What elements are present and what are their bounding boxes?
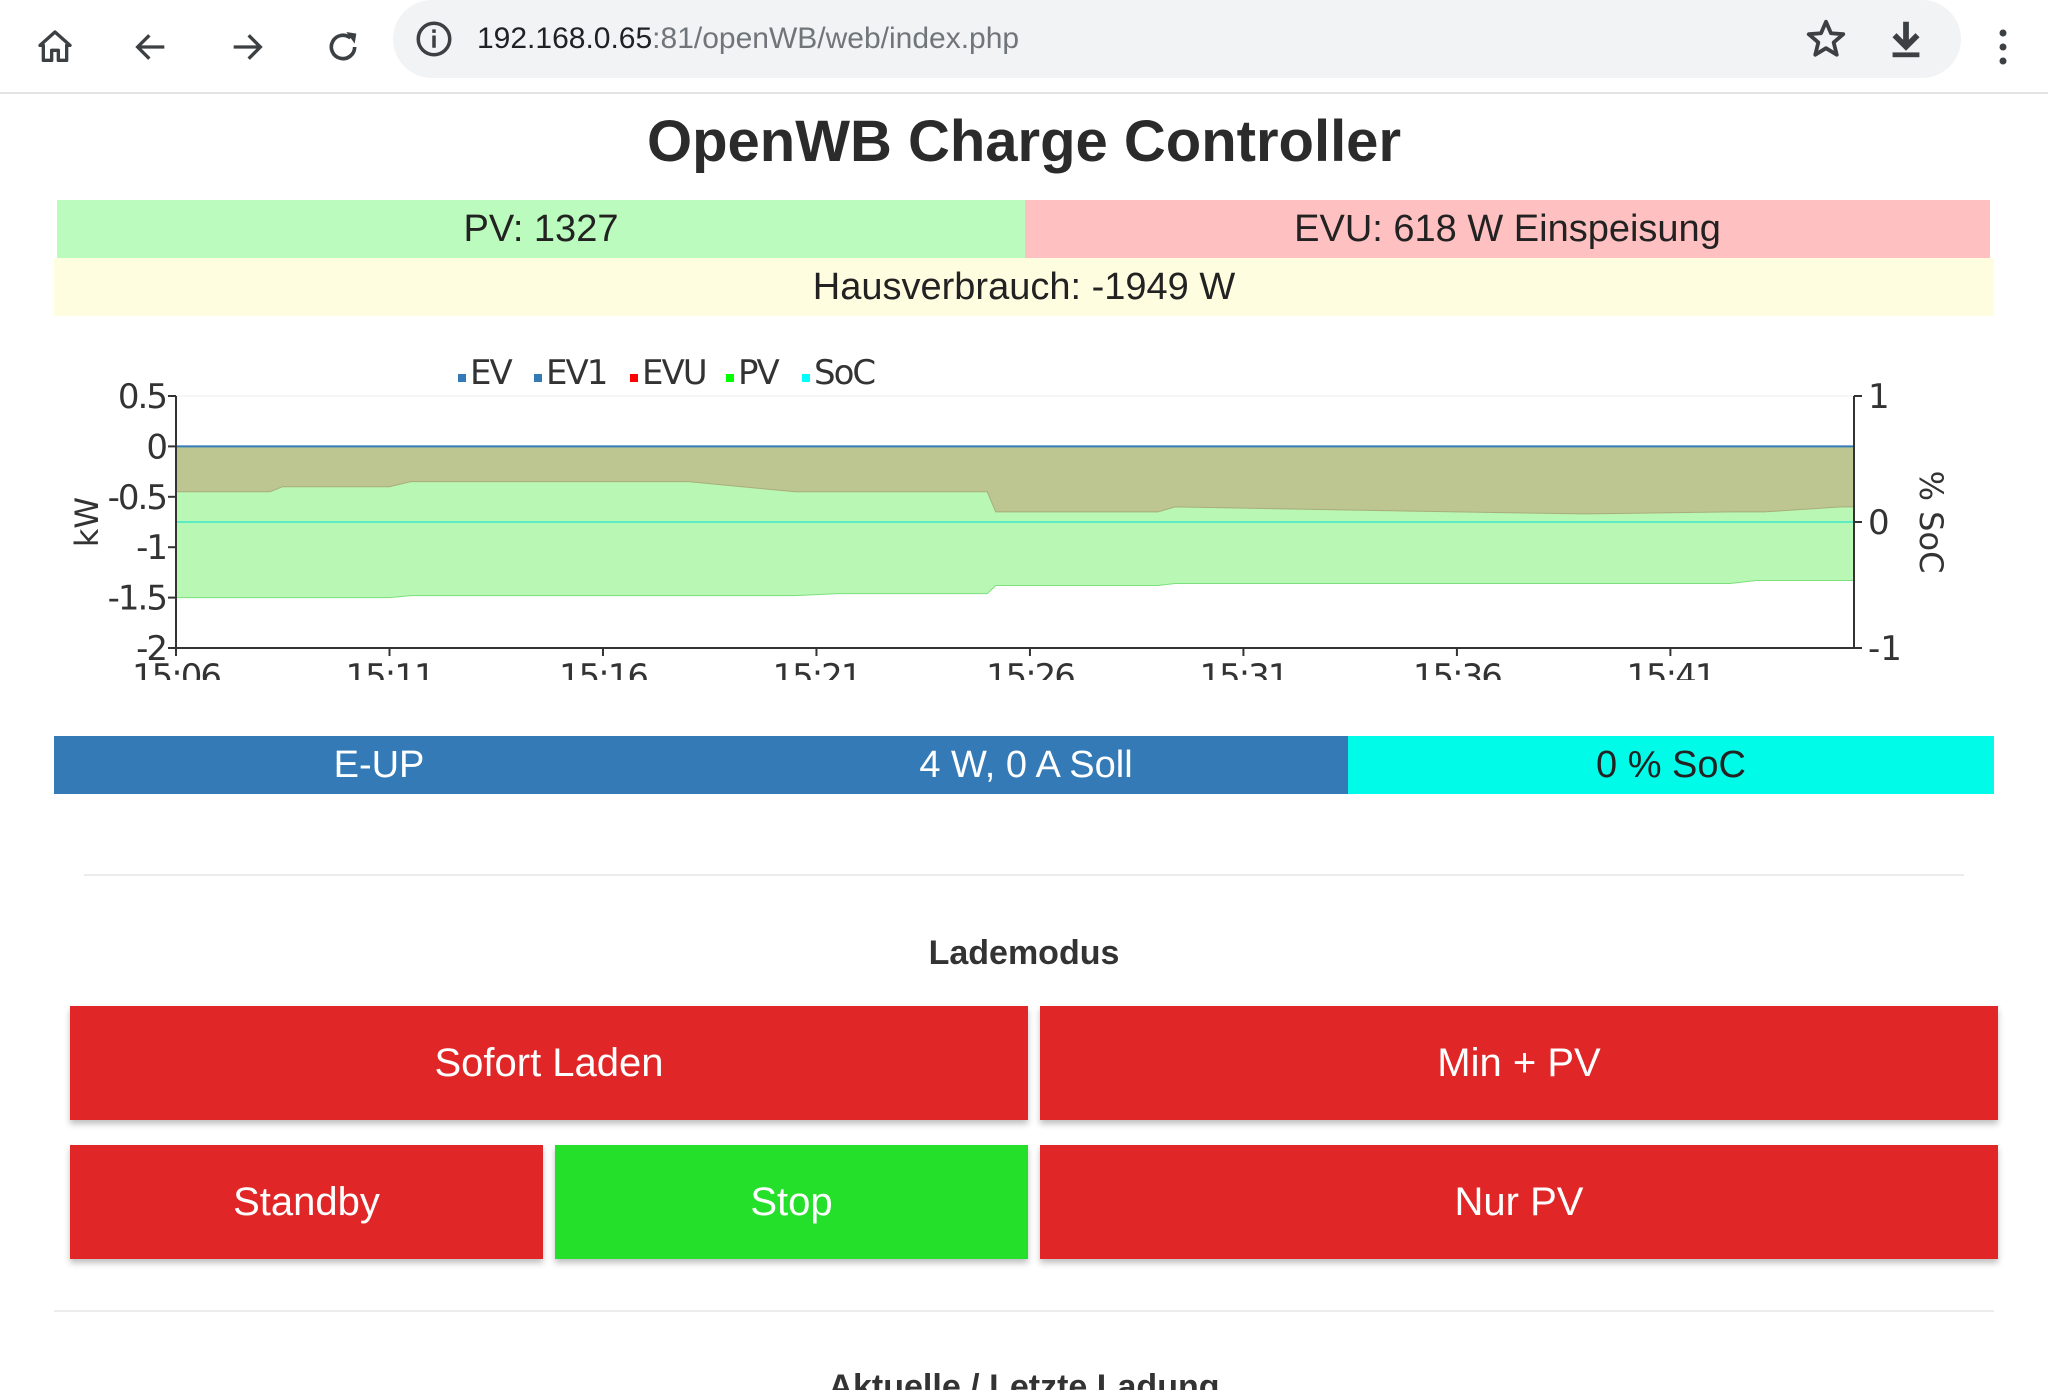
legend-swatch bbox=[534, 374, 542, 382]
power-chart[interactable]: 0.5 0 -0.5 -1 -1.5 -2 1 0 -1 15:06 15:11 15:16 15:21… bbox=[54, 340, 1994, 680]
page-title: OpenWB Charge Controller bbox=[646, 109, 1402, 174]
x-tick-label: 15:21 bbox=[772, 657, 860, 680]
y-tick-label: -1.5 bbox=[108, 579, 166, 619]
lademodus-heading: Lademodus bbox=[928, 934, 1120, 972]
info-icon[interactable] bbox=[413, 18, 455, 60]
reload-icon[interactable] bbox=[310, 14, 376, 80]
y-tick-label: 0.5 bbox=[118, 377, 166, 417]
y2-tick-label: 1 bbox=[1868, 377, 1890, 417]
y-tick-label: -2 bbox=[136, 629, 166, 669]
download-icon[interactable] bbox=[1883, 16, 1929, 62]
x-tick-label: 15:11 bbox=[345, 657, 433, 680]
ev-name: E-UP bbox=[54, 736, 704, 794]
legend-item-evu: EVU bbox=[642, 353, 706, 393]
legend-item-soc: SoC bbox=[814, 353, 874, 393]
x-tick-label: 15:36 bbox=[1413, 657, 1501, 680]
x-tick-label: 15:06 bbox=[132, 657, 220, 680]
x-tick-label: 15:41 bbox=[1626, 657, 1714, 680]
home-icon[interactable] bbox=[22, 14, 88, 80]
standby-button[interactable]: Standby bbox=[70, 1145, 543, 1259]
nur-pv-button[interactable]: Nur PV bbox=[1040, 1145, 1998, 1259]
legend-item-ev: EV bbox=[470, 353, 512, 393]
min-pv-button[interactable]: Min + PV bbox=[1040, 1006, 1998, 1120]
forward-arrow-icon[interactable] bbox=[214, 14, 280, 80]
legend-item-ev1: EV1 bbox=[546, 353, 606, 393]
y-tick-label: 0 bbox=[146, 427, 166, 467]
divider bbox=[54, 1310, 1994, 1312]
evu-status: EVU: 618 W Einspeisung bbox=[1025, 200, 1990, 258]
aktuelle-ladung-heading: Aktuelle / Letzte Ladung bbox=[828, 1368, 1220, 1390]
legend-swatch bbox=[458, 374, 466, 382]
sofort-laden-button[interactable]: Sofort Laden bbox=[70, 1006, 1028, 1120]
browser-toolbar: 192.168.0.65:81/openWB/web/index.php bbox=[0, 0, 2048, 94]
pv-status: PV: 1327 bbox=[57, 200, 1025, 258]
url-host: 192.168.0.65 bbox=[477, 22, 653, 55]
hausverbrauch-status: Hausverbrauch: -1949 W bbox=[54, 258, 1994, 316]
y-axis-label: kW bbox=[68, 497, 106, 547]
more-menu-icon[interactable] bbox=[1980, 14, 2026, 80]
y-tick-label: -1 bbox=[136, 528, 166, 568]
bookmark-star-icon[interactable] bbox=[1803, 16, 1849, 62]
stop-button[interactable]: Stop bbox=[555, 1145, 1028, 1259]
y-tick-label: -0.5 bbox=[108, 478, 166, 518]
address-bar[interactable]: 192.168.0.65:81/openWB/web/index.php bbox=[393, 0, 1961, 78]
divider bbox=[84, 874, 1964, 876]
url-path: :81/openWB/web/index.php bbox=[652, 22, 1020, 55]
y2-tick-label: -1 bbox=[1868, 629, 1902, 669]
ev-status-row: E-UP 4 W, 0 A Soll 0 % SoC bbox=[54, 736, 1994, 794]
url-text[interactable]: 192.168.0.65:81/openWB/web/index.php bbox=[477, 18, 1019, 60]
legend-swatch bbox=[802, 374, 810, 382]
x-tick-label: 15:31 bbox=[1199, 657, 1287, 680]
y2-axis-label: % SoC bbox=[1912, 471, 1950, 574]
y2-tick-label: 0 bbox=[1868, 503, 1890, 543]
ev-soc: 0 % SoC bbox=[1348, 736, 1994, 794]
ev-soll: 4 W, 0 A Soll bbox=[704, 736, 1348, 794]
legend-swatch bbox=[726, 374, 734, 382]
x-tick-label: 15:26 bbox=[986, 657, 1074, 680]
x-tick-label: 15:16 bbox=[559, 657, 647, 680]
legend-item-pv: PV bbox=[738, 353, 780, 393]
back-arrow-icon[interactable] bbox=[118, 14, 184, 80]
legend-swatch bbox=[630, 374, 638, 382]
series-evu-area bbox=[175, 445, 1855, 515]
